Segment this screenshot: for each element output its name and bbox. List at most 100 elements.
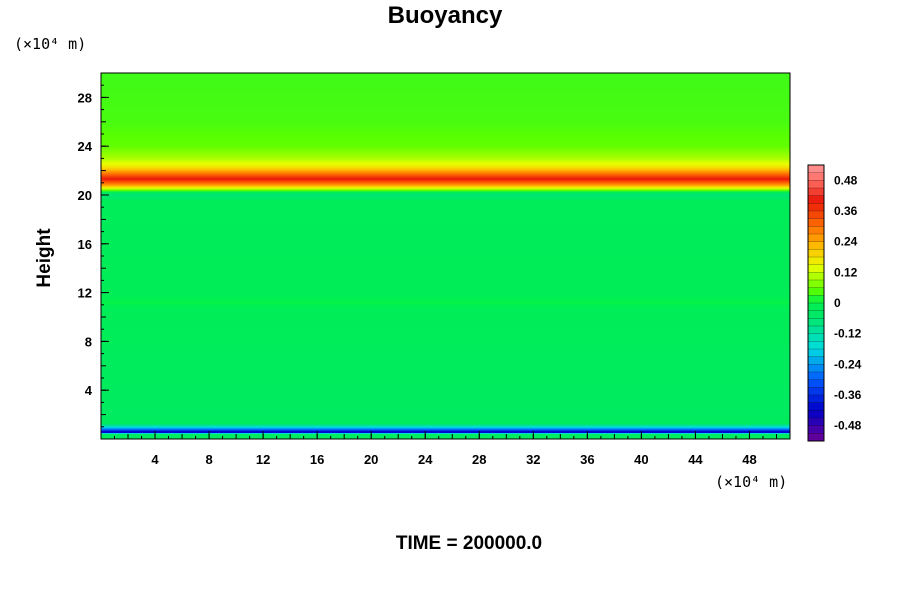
heatmap-row bbox=[101, 241, 790, 243]
heatmap-row bbox=[101, 81, 790, 83]
heatmap-row bbox=[101, 156, 790, 158]
heatmap-row bbox=[101, 252, 790, 254]
heatmap-row bbox=[101, 361, 790, 363]
colorbar-swatch bbox=[808, 326, 824, 334]
heatmap-row bbox=[101, 83, 790, 85]
colorbar-swatch bbox=[808, 287, 824, 296]
heatmap-row bbox=[101, 219, 790, 221]
heatmap-row bbox=[101, 288, 790, 290]
heatmap-row bbox=[101, 347, 790, 349]
x-tick-label: 12 bbox=[256, 452, 270, 467]
x-tick-label: 36 bbox=[580, 452, 594, 467]
heatmap-row bbox=[101, 75, 790, 77]
heatmap-row bbox=[101, 76, 790, 78]
heatmap-row bbox=[101, 396, 790, 398]
heatmap-row bbox=[101, 112, 790, 114]
heatmap-row bbox=[101, 262, 790, 264]
heatmap-row bbox=[101, 130, 790, 132]
heatmap-row bbox=[101, 164, 790, 166]
heatmap-row bbox=[101, 142, 790, 144]
heatmap-row bbox=[101, 182, 790, 184]
heatmap-row bbox=[101, 203, 790, 205]
heatmap-row bbox=[101, 349, 790, 351]
heatmap-row bbox=[101, 410, 790, 412]
heatmap-row bbox=[101, 431, 790, 433]
heatmap-row bbox=[101, 183, 790, 185]
heatmap-row bbox=[101, 364, 790, 366]
heatmap-row bbox=[101, 211, 790, 213]
heatmap-row bbox=[101, 131, 790, 133]
heatmap-row bbox=[101, 145, 790, 147]
colorbar-swatch bbox=[808, 425, 824, 434]
colorbar-swatch bbox=[808, 402, 824, 411]
heatmap-row bbox=[101, 378, 790, 380]
heatmap-row bbox=[101, 276, 790, 278]
heatmap-row bbox=[101, 167, 790, 169]
heatmap-row bbox=[101, 315, 790, 317]
heatmap-row bbox=[101, 106, 790, 108]
heatmap-row bbox=[101, 286, 790, 288]
heatmap-row bbox=[101, 160, 790, 162]
heatmap-row bbox=[101, 403, 790, 405]
y-tick-label: 20 bbox=[78, 188, 92, 203]
heatmap-row bbox=[101, 249, 790, 251]
heatmap-row bbox=[101, 168, 790, 170]
heatmap-row bbox=[101, 373, 790, 375]
heatmap-row bbox=[101, 253, 790, 255]
heatmap-row bbox=[101, 191, 790, 193]
heatmap-row bbox=[101, 132, 790, 134]
heatmap-row bbox=[101, 326, 790, 328]
heatmap-row bbox=[101, 365, 790, 367]
heatmap-row bbox=[101, 399, 790, 401]
heatmap-row bbox=[101, 169, 790, 171]
heatmap-row bbox=[101, 78, 790, 80]
heatmap-row bbox=[101, 226, 790, 228]
heatmap-row bbox=[101, 417, 790, 419]
heatmap-row bbox=[101, 424, 790, 426]
heatmap-row bbox=[101, 398, 790, 400]
heatmap-row bbox=[101, 362, 790, 364]
colorbar-swatch bbox=[808, 249, 824, 258]
colorbar-label: 0.48 bbox=[834, 173, 858, 187]
heatmap-row bbox=[101, 89, 790, 91]
heatmap-row bbox=[101, 215, 790, 217]
heatmap-row bbox=[101, 327, 790, 329]
heatmap-row bbox=[101, 369, 790, 371]
heatmap-row bbox=[101, 120, 790, 122]
heatmap-row bbox=[101, 301, 790, 303]
heatmap-row bbox=[101, 303, 790, 305]
heatmap-row bbox=[101, 161, 790, 163]
heatmap-row bbox=[101, 359, 790, 361]
heatmap-row bbox=[101, 322, 790, 324]
heatmap-row bbox=[101, 155, 790, 157]
heatmap-row bbox=[101, 82, 790, 84]
heatmap-row bbox=[101, 270, 790, 272]
heatmap-row bbox=[101, 224, 790, 226]
colorbar-label: -0.12 bbox=[834, 327, 862, 341]
heatmap-row bbox=[101, 188, 790, 190]
heatmap-row bbox=[101, 202, 790, 204]
heatmap-row bbox=[101, 240, 790, 242]
heatmap-row bbox=[101, 266, 790, 268]
x-tick-label: 28 bbox=[472, 452, 486, 467]
heatmap-row bbox=[101, 201, 790, 203]
y-axis-unit: (×10⁴ m) bbox=[14, 35, 86, 53]
heatmap-row bbox=[101, 207, 790, 209]
heatmap-row bbox=[101, 433, 790, 435]
colorbar-swatch bbox=[808, 234, 824, 242]
x-tick-label: 24 bbox=[418, 452, 433, 467]
heatmap-row bbox=[101, 87, 790, 89]
heatmap-row bbox=[101, 175, 790, 177]
heatmap-row bbox=[101, 405, 790, 407]
heatmap-row bbox=[101, 243, 790, 245]
heatmap-row bbox=[101, 332, 790, 334]
heatmap-row bbox=[101, 414, 790, 416]
colorbar-swatch bbox=[808, 356, 824, 365]
heatmap-row bbox=[101, 279, 790, 281]
y-tick-label: 24 bbox=[78, 139, 93, 154]
heatmap-row bbox=[101, 422, 790, 424]
heatmap-row bbox=[101, 351, 790, 353]
heatmap-row bbox=[101, 206, 790, 208]
heatmap-row bbox=[101, 159, 790, 161]
heatmap-row bbox=[101, 104, 790, 106]
